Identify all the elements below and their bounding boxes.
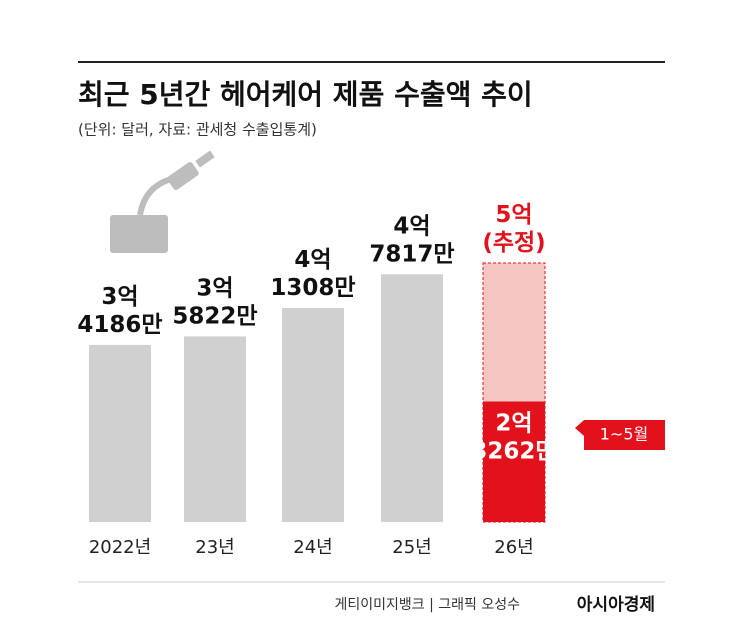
x-tick-label: 23년 xyxy=(195,537,234,558)
annotation-box xyxy=(575,420,665,450)
hair-icon xyxy=(110,150,215,253)
value-label: 5억 (추정) xyxy=(482,202,545,256)
value-label: 4억 1308만 xyxy=(270,247,355,301)
bar xyxy=(89,344,151,522)
value-label: 3억 4186만 xyxy=(77,283,162,337)
x-tick-label: 26년 xyxy=(494,537,533,558)
bar xyxy=(184,336,246,522)
bar xyxy=(381,274,443,522)
chart-title: 최근 5년간 헤어케어 제품 수출액 추이 xyxy=(78,78,533,111)
annotation: 1~5월 xyxy=(600,425,649,444)
value-label: 3억 5822만 xyxy=(172,275,257,329)
bar xyxy=(282,308,344,522)
bar xyxy=(483,401,545,522)
x-tick-label: 2022년 xyxy=(89,537,151,558)
chart-subtitle: (단위: 달러, 자료: 관세청 수출입통계) xyxy=(78,121,317,139)
brand: 아시아경제 xyxy=(577,595,655,615)
value-label: 4억 7817만 xyxy=(369,213,454,267)
source: 게티이미지뱅크 | 그래픽 오성수 xyxy=(334,597,520,613)
value-label: 2억 3262만 xyxy=(471,410,556,464)
x-tick-label: 25년 xyxy=(392,537,431,558)
x-tick-label: 24년 xyxy=(293,537,332,558)
